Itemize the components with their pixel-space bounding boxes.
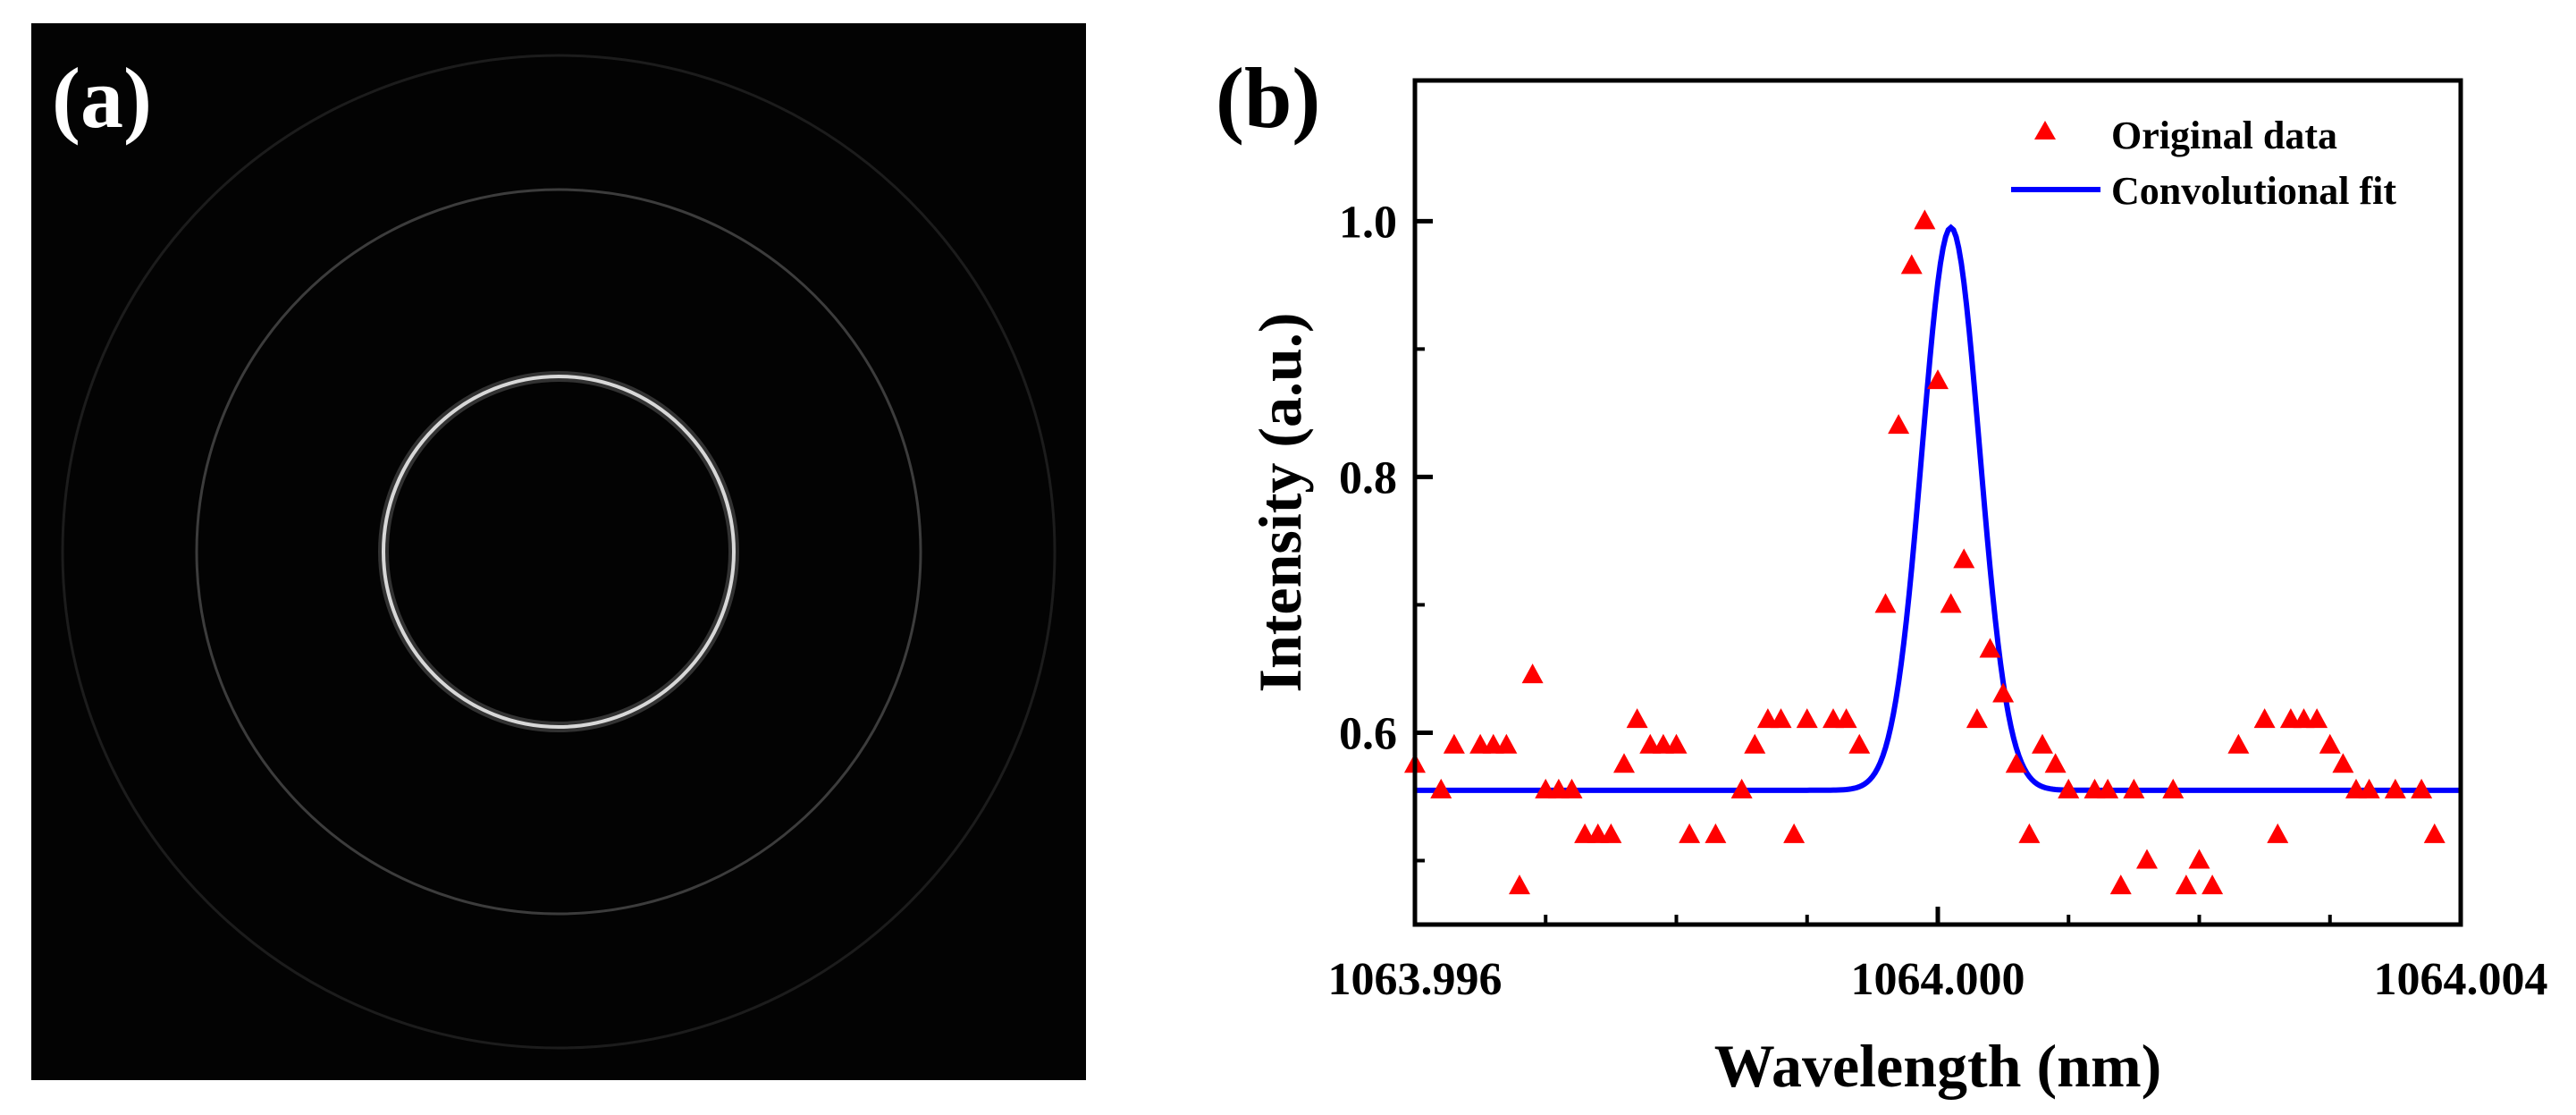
panel-b: (b) 1063.996 1064.000 1064.004 0.6 0.8 1.0 W…: [1216, 50, 2548, 1100]
data-point: [1835, 708, 1857, 729]
data-point: [2201, 874, 2224, 895]
data-point: [2044, 753, 2067, 773]
data-point: [1679, 823, 1701, 843]
data-point: [1561, 778, 1583, 798]
data-point: [2123, 778, 2145, 798]
data-point: [1900, 254, 1923, 275]
data-point: [2319, 733, 2341, 754]
data-point: [2109, 874, 2132, 895]
data-point: [1979, 638, 2001, 658]
data-point: [1966, 708, 1988, 729]
legend: Original data Convolutional fit: [2011, 114, 2396, 213]
data-point: [2267, 823, 2289, 843]
data-point: [1914, 209, 1936, 230]
data-point: [2384, 778, 2406, 798]
data-point: [1600, 823, 1622, 843]
data-point: [2253, 708, 2276, 729]
data-point: [2411, 778, 2433, 798]
data-point: [1626, 708, 1648, 729]
data-point: [1927, 369, 1949, 390]
inner-bright-ring: [382, 375, 736, 729]
data-point: [1705, 823, 1727, 843]
x-axis-ticks: 1063.996 1064.000 1064.004: [1328, 907, 2548, 1005]
data-point: [2332, 753, 2354, 773]
data-point: [2162, 778, 2185, 798]
data-point: [1848, 733, 1871, 754]
data-point: [2188, 849, 2210, 869]
data-point: [1730, 778, 1753, 798]
x-tick-label: 1064.000: [1851, 954, 2025, 1005]
y-axis-label: Intensity (a.u.): [1246, 312, 1314, 692]
data-point: [1443, 733, 1465, 754]
legend-convolutional-fit-label: Convolutional fit: [2111, 169, 2396, 213]
data-point: [1665, 733, 1688, 754]
y-tick-label: 1.0: [1339, 197, 1397, 248]
data-point: [2018, 823, 2041, 843]
data-point: [2358, 778, 2380, 798]
x-tick-label: 1064.004: [2374, 954, 2548, 1005]
outer-faint-ring: [61, 54, 1056, 1050]
fit-curve: [1415, 224, 2461, 793]
data-point: [2058, 778, 2080, 798]
data-point: [1940, 593, 1962, 613]
data-point: [2175, 874, 2197, 895]
panel-b-label: (b): [1216, 50, 1320, 146]
x-axis-label: Wavelength (nm): [1714, 1032, 2162, 1100]
data-point: [1796, 708, 1818, 729]
data-point: [1888, 414, 1910, 435]
data-point: [1495, 733, 1518, 754]
data-point: [2032, 733, 2053, 754]
plot-marks: [1404, 209, 2461, 895]
legend-original-data-label: Original data: [2111, 114, 2337, 157]
data-point: [2005, 753, 2027, 773]
y-tick-label: 0.6: [1339, 708, 1397, 759]
legend-original-data-marker: [2034, 121, 2056, 139]
data-point: [1874, 593, 1897, 613]
data-point: [1509, 874, 1530, 895]
panel-a: (a): [31, 23, 1086, 1080]
data-point: [1521, 663, 1544, 684]
data-point: [2136, 849, 2158, 869]
data-point: [2423, 823, 2446, 843]
data-point: [2306, 708, 2328, 729]
data-point: [1992, 682, 2015, 703]
panel-a-label: (a): [52, 50, 152, 146]
data-point: [1953, 548, 1975, 569]
data-point: [2097, 778, 2119, 798]
x-tick-label: 1063.996: [1328, 954, 1503, 1005]
data-point: [1783, 823, 1806, 843]
data-point: [1744, 733, 1766, 754]
ring-image: [31, 23, 1086, 1080]
y-axis-ticks: 0.6 0.8 1.0: [1339, 197, 1433, 863]
y-tick-label: 0.8: [1339, 452, 1397, 503]
data-point: [2227, 733, 2250, 754]
data-point: [1613, 753, 1635, 773]
data-point: [1770, 708, 1792, 729]
middle-ring: [195, 188, 922, 916]
data-point: [1430, 778, 1452, 798]
